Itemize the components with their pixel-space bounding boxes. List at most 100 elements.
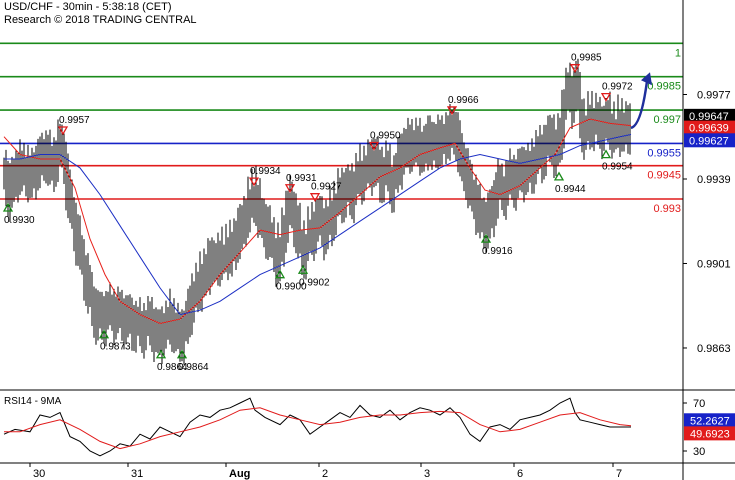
level-label: 1 <box>675 47 681 59</box>
extreme-label: 0.9934 <box>250 166 281 177</box>
down-triangle-icon <box>446 106 458 116</box>
swing-high-marker: 0.9934 <box>248 166 281 187</box>
x-tick-label: 3 <box>424 468 430 480</box>
extreme-label: 0.9957 <box>59 115 90 126</box>
arrow-head-icon <box>641 72 652 86</box>
down-triangle-icon <box>569 64 581 74</box>
price-tag-bg <box>684 108 735 123</box>
moving-average-line <box>4 134 632 316</box>
down-triangle-icon <box>600 92 612 102</box>
up-triangle-icon <box>176 349 188 359</box>
price-tag-bg <box>684 120 735 135</box>
extreme-label: 0.9900 <box>276 282 307 293</box>
swing-low-marker: 0.9864 <box>176 349 209 373</box>
up-triangle-icon <box>2 202 14 212</box>
up-triangle-icon <box>98 329 110 339</box>
x-tick-label: 6 <box>517 468 523 480</box>
rsi-tag-label: 52.2627 <box>690 415 730 427</box>
rsi-tag-label: 49.6923 <box>690 428 730 440</box>
swing-high-marker: 0.9931 <box>284 173 317 194</box>
rsi-tag-bg <box>684 426 735 441</box>
level-lines: 1 0.9985 0.997 0.9955 0.9945 0.993 <box>0 42 683 215</box>
swing-low-marker: 0.9930 <box>2 202 35 226</box>
x-tick-label: 7 <box>616 468 622 480</box>
rsi-y-tick-label: 70 <box>693 398 705 410</box>
rsi-ma-line <box>4 407 632 450</box>
swing-high-marker: 0.9950 <box>368 131 401 151</box>
forecast-arrow <box>630 72 652 130</box>
rsi-y-tick-label: 30 <box>693 446 705 458</box>
extreme-label: 0.9916 <box>482 246 513 257</box>
moving-averages <box>3 118 632 325</box>
level-label: 0.997 <box>653 114 681 126</box>
price-tag-label: 0.99627 <box>689 135 729 147</box>
level-label: 0.9985 <box>647 81 681 93</box>
swing-low-marker: 0.9873 <box>98 329 131 353</box>
forecast-arrow-shaft <box>630 81 649 130</box>
candles <box>3 58 631 365</box>
extreme-label: 0.9954 <box>602 162 633 173</box>
swing-high-marker: 0.9966 <box>446 95 479 116</box>
extreme-label: 0.9930 <box>4 215 35 226</box>
extreme-label: 0.9927 <box>311 182 342 193</box>
y-tick-label: 0.9939 <box>697 174 731 186</box>
x-tick-label: 31 <box>131 468 143 480</box>
extreme-label: 0.9985 <box>571 53 602 64</box>
extreme-label: 0.9902 <box>299 277 330 288</box>
extreme-label: 0.9873 <box>100 342 131 353</box>
up-triangle-icon <box>274 269 286 279</box>
up-triangle-icon <box>600 149 612 159</box>
level-label: 0.9945 <box>647 170 681 182</box>
price-tag: 0.99647 <box>684 108 735 123</box>
swing-low-marker: 0.9864 <box>155 349 188 373</box>
down-triangle-icon <box>368 141 380 151</box>
extreme-label: 0.9972 <box>602 82 633 93</box>
rsi-line <box>3 397 631 457</box>
rsi-title: RSI14 - 9MA <box>4 396 62 407</box>
price-tag: 0.99639 <box>684 120 735 135</box>
price-tag-bg <box>684 133 735 148</box>
rsi-tag-bg <box>684 413 735 428</box>
swing-high-marker: 0.9957 <box>57 115 90 136</box>
swing-low-marker: 0.9902 <box>297 264 330 288</box>
swing-high-marker: 0.9927 <box>309 182 342 202</box>
y-tick-label: 0.9977 <box>697 89 731 101</box>
price-tag-label: 0.99647 <box>689 111 729 123</box>
level-label: 0.9955 <box>647 147 681 159</box>
swing-low-marker: 0.9900 <box>274 269 307 293</box>
extreme-label: 0.9864 <box>157 362 188 373</box>
swing-low-marker: 0.9916 <box>480 233 513 257</box>
swing-high-marker: 0.9972 <box>600 82 633 102</box>
level-label: 0.993 <box>653 203 681 215</box>
up-triangle-icon <box>553 171 565 181</box>
swing-low-marker: 0.9944 <box>553 171 586 195</box>
y-tick-label: 0.9901 <box>697 258 731 270</box>
extreme-label: 0.9931 <box>286 173 317 184</box>
swing-high-marker: 0.9985 <box>569 53 602 74</box>
extreme-label: 0.9864 <box>178 362 209 373</box>
down-triangle-icon <box>284 184 296 194</box>
chart-copyright: Research © 2018 TRADING CENTRAL <box>4 14 197 26</box>
rsi-tag: 52.2627 <box>684 413 735 428</box>
up-triangle-icon <box>480 233 492 243</box>
x-tick-label: 2 <box>322 468 328 480</box>
extreme-label: 0.9966 <box>448 95 479 106</box>
down-triangle-icon <box>57 126 69 136</box>
swing-low-marker: 0.9954 <box>600 149 633 173</box>
price-tag: 0.99627 <box>684 133 735 148</box>
y-tick-label: 0.9863 <box>697 343 731 355</box>
price-tag-label: 0.99639 <box>689 123 729 135</box>
x-tick-label: 30 <box>33 468 45 480</box>
x-tick-label: Aug <box>229 468 250 480</box>
chart-title: USD/CHF - 30min - 5:38:18 (CET) <box>4 1 172 13</box>
extreme-label: 0.9944 <box>555 184 586 195</box>
up-triangle-icon <box>155 349 167 359</box>
rsi-tag: 49.6923 <box>684 426 735 441</box>
moving-average-line <box>3 118 632 325</box>
extreme-label: 0.9950 <box>370 131 401 142</box>
up-triangle-icon <box>297 264 309 274</box>
